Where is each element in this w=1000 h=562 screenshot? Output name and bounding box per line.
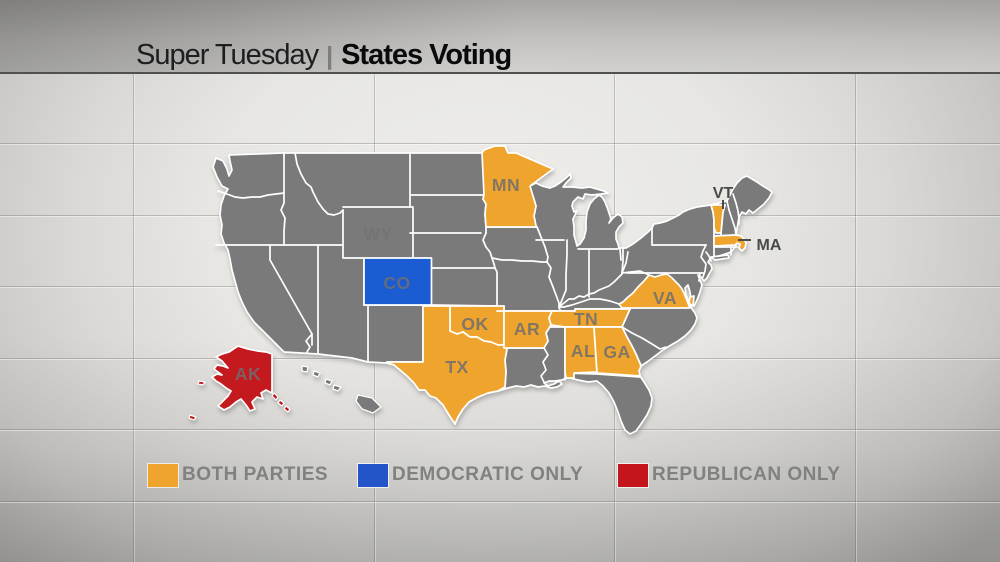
svg-text:MN: MN bbox=[492, 175, 520, 195]
svg-text:MA: MA bbox=[757, 237, 782, 254]
svg-text:OK: OK bbox=[461, 314, 488, 334]
svg-text:CO: CO bbox=[383, 273, 410, 293]
svg-text:WY: WY bbox=[363, 224, 392, 244]
svg-text:VA: VA bbox=[653, 288, 677, 308]
svg-text:GA: GA bbox=[603, 342, 630, 362]
svg-text:VT: VT bbox=[713, 185, 734, 202]
svg-text:AR: AR bbox=[514, 319, 540, 339]
svg-text:AL: AL bbox=[571, 341, 595, 361]
svg-text:TX: TX bbox=[445, 357, 468, 377]
svg-text:TN: TN bbox=[574, 309, 598, 329]
svg-text:AK: AK bbox=[235, 364, 261, 384]
